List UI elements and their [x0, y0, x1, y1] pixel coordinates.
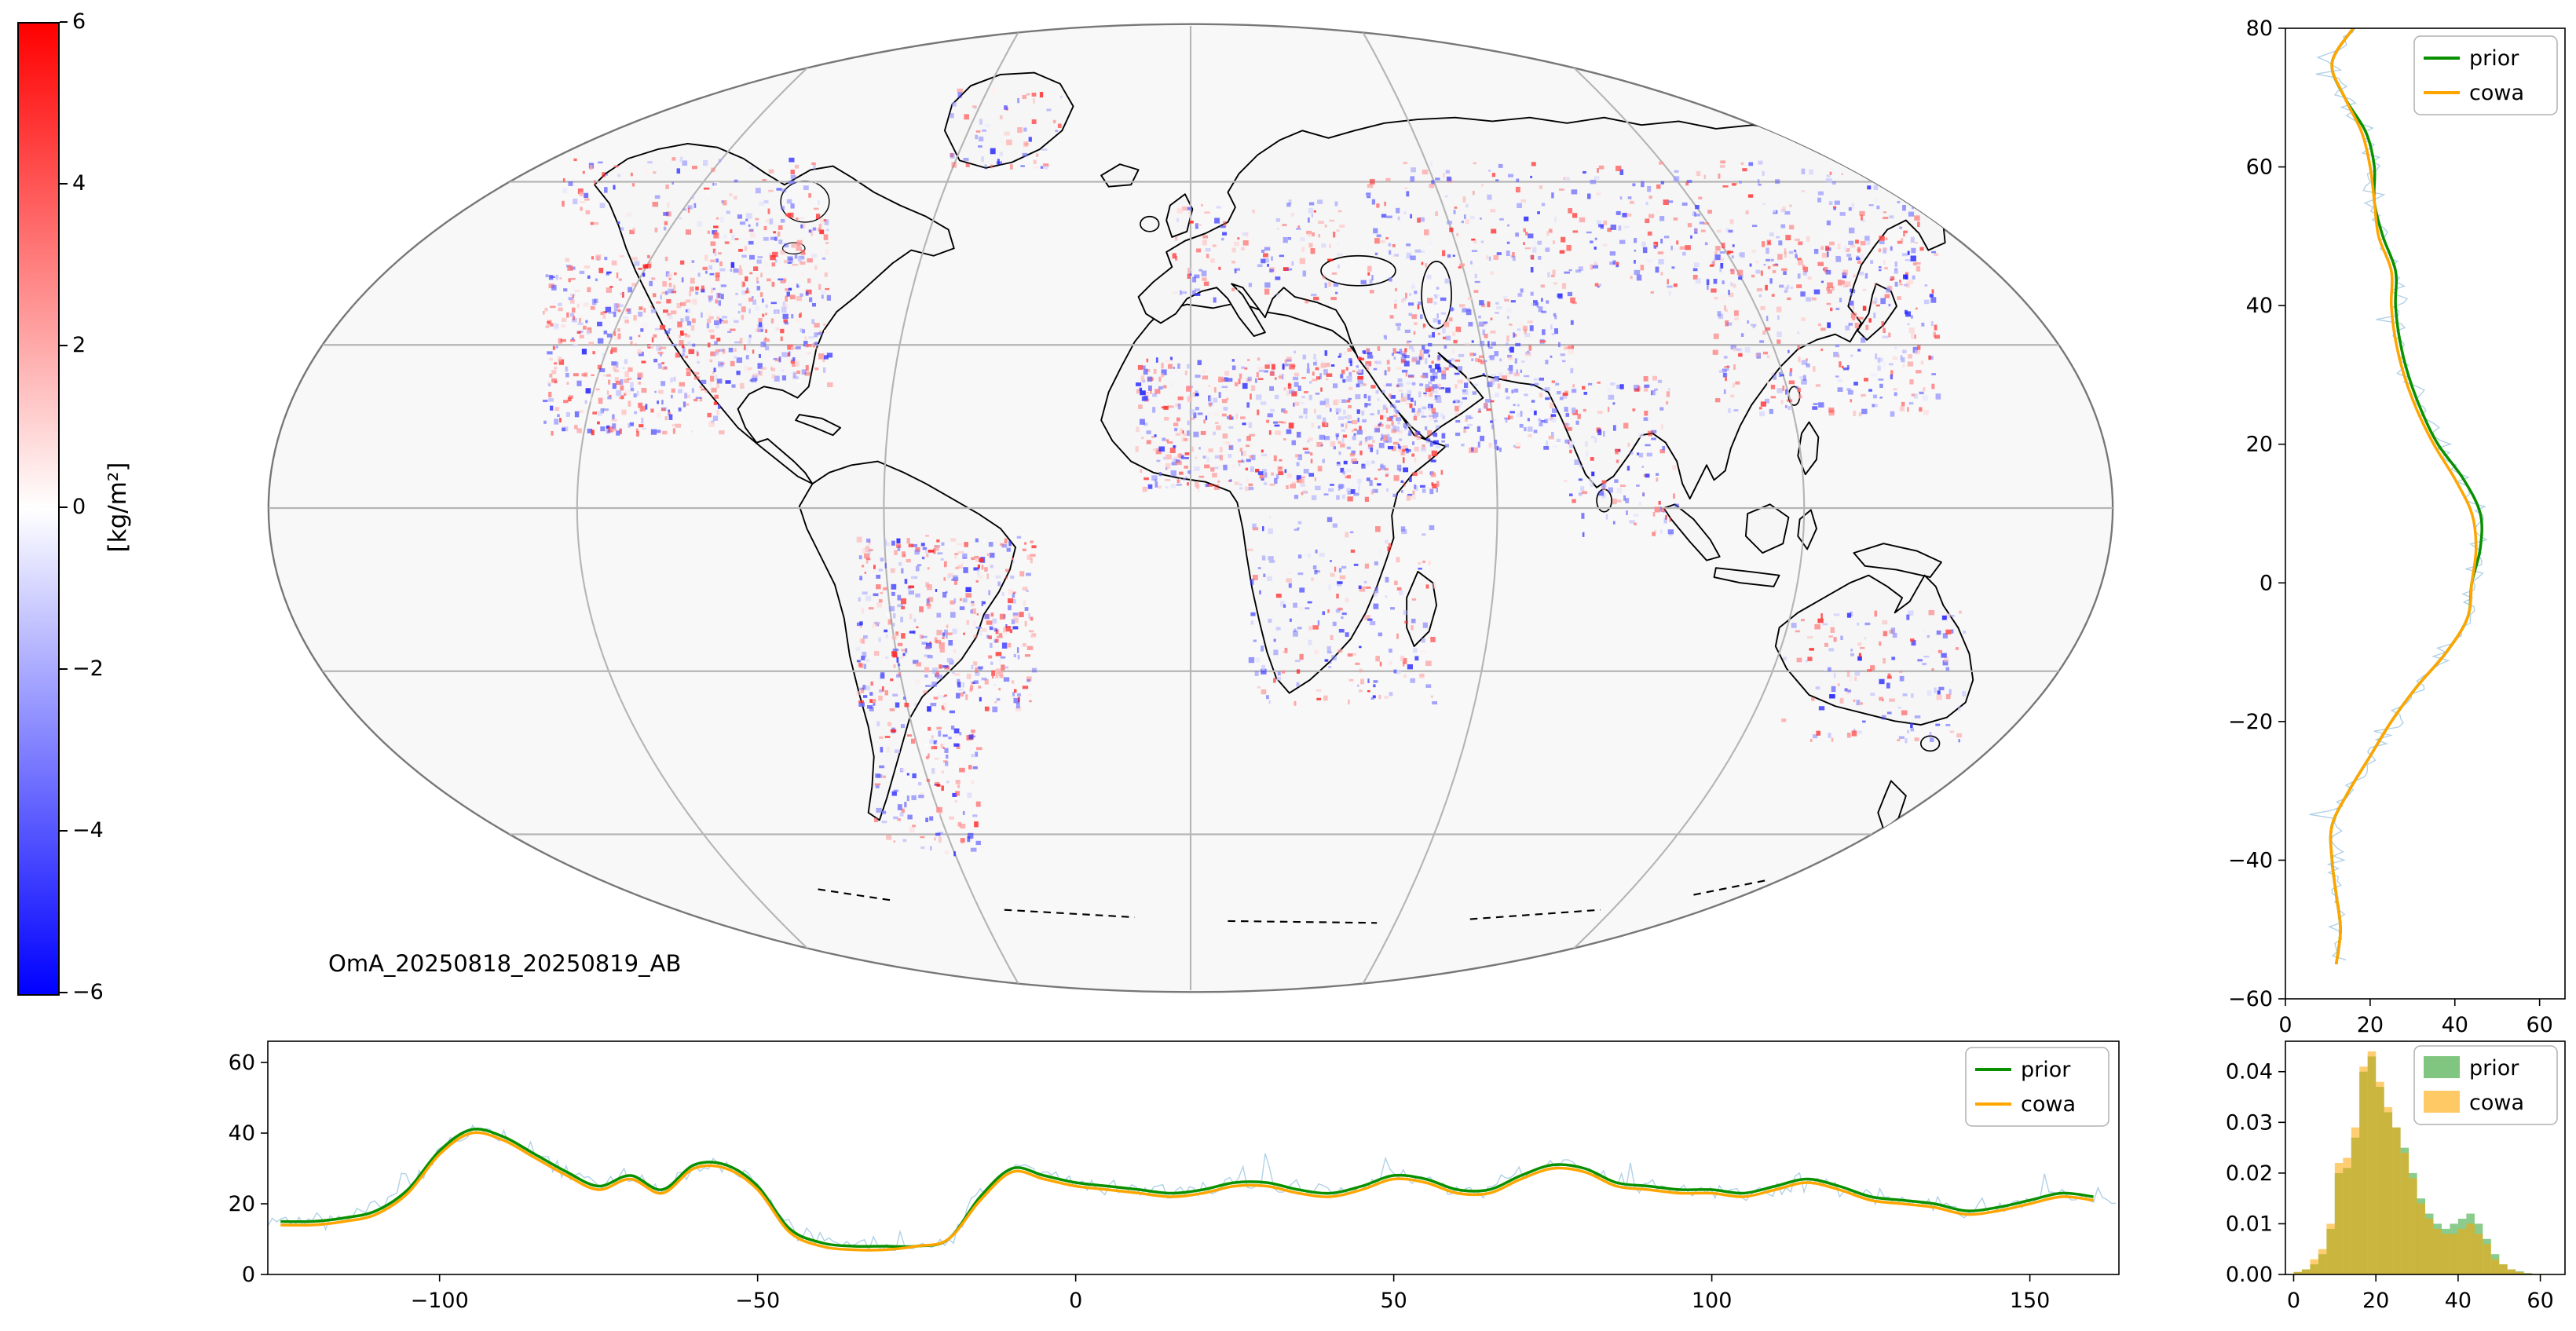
prior-line — [2329, 27, 2483, 965]
colorbar-tick-label: 4 — [72, 171, 86, 196]
svg-text:150: 150 — [2010, 1289, 2051, 1313]
map-annotation: OmA_20250818_20250819_AB — [328, 950, 682, 977]
svg-text:−40: −40 — [2228, 848, 2273, 872]
svg-text:0: 0 — [2259, 571, 2273, 595]
coastline — [1100, 302, 1447, 694]
svg-text:40: 40 — [2246, 294, 2273, 318]
svg-text:20: 20 — [2362, 1289, 2389, 1313]
histogram-chart: 0 20 40 60 0.00 0.01 0.02 0.03 0.04 prior cowa — [2215, 1030, 2576, 1329]
zonal-profile-chart: 0 20 40 60 −60 −40 −20 0 20 40 60 80 prior cowa — [2215, 16, 2576, 1037]
svg-text:0: 0 — [2287, 1289, 2300, 1313]
svg-text:prior: prior — [2469, 1056, 2519, 1081]
svg-text:0.00: 0.00 — [2226, 1263, 2273, 1287]
coastline — [1797, 421, 1820, 476]
cowa-line — [280, 1131, 2094, 1252]
svg-text:40: 40 — [2445, 1289, 2472, 1313]
world-map: OmA_20250818_20250819_AB — [259, 11, 2122, 1005]
svg-text:cowa: cowa — [2469, 81, 2524, 105]
svg-text:80: 80 — [2246, 16, 2273, 41]
cowa-line — [2329, 27, 2478, 965]
coastline — [1774, 574, 1974, 726]
black-sea — [1320, 254, 1396, 287]
prior-line — [280, 1128, 2094, 1249]
colorbar-tick-label: −2 — [72, 656, 104, 681]
legend-swatch-cowa — [2424, 1091, 2460, 1113]
svg-text:−60: −60 — [2228, 987, 2273, 1011]
colorbar-tick-label: −4 — [72, 818, 104, 843]
legend: prior cowa — [2413, 35, 2558, 115]
obs-line — [267, 1124, 2117, 1252]
svg-text:60: 60 — [2246, 155, 2273, 180]
coastline — [1137, 116, 1950, 500]
svg-text:0: 0 — [1069, 1289, 1082, 1313]
svg-text:cowa: cowa — [2469, 1091, 2524, 1115]
colorbar-label: [kg/m²] — [104, 462, 132, 553]
svg-text:100: 100 — [1692, 1289, 1733, 1313]
coastline — [1853, 543, 1942, 579]
svg-text:prior: prior — [2021, 1058, 2071, 1082]
colorbar-tick-label: −6 — [72, 980, 104, 1004]
zonal-profile-svg: 0 20 40 60 −60 −40 −20 0 20 40 60 80 prior cowa — [2228, 16, 2566, 1037]
antarctica-coast — [1469, 909, 1601, 920]
axes-frame — [2285, 1040, 2566, 1275]
antarctica-coast — [1004, 909, 1135, 919]
legend: prior cowa — [2413, 1045, 2558, 1125]
svg-text:20: 20 — [2246, 433, 2273, 457]
coastline — [1744, 503, 1790, 554]
map-svg — [267, 23, 2114, 993]
svg-text:60: 60 — [2526, 1013, 2552, 1037]
svg-text:−50: −50 — [735, 1289, 780, 1313]
colorbar-tickmark — [60, 992, 68, 993]
coastline — [798, 460, 1016, 821]
axes-frame — [2285, 27, 2566, 1000]
svg-text:−100: −100 — [411, 1289, 469, 1313]
histogram-svg: 0 20 40 60 0.00 0.01 0.02 0.03 0.04 prior cowa — [2226, 1040, 2566, 1313]
svg-text:0: 0 — [242, 1263, 255, 1287]
meridional-profile-svg: −100 −50 0 50 100 150 0 20 40 60 prior cowa — [229, 1040, 2120, 1313]
svg-text:40: 40 — [2442, 1013, 2468, 1037]
svg-text:20: 20 — [229, 1192, 255, 1216]
svg-text:0.03: 0.03 — [2226, 1110, 2273, 1135]
colorbar-tickmark — [60, 668, 68, 670]
svg-text:0.02: 0.02 — [2226, 1161, 2273, 1186]
colorbar-tick-label: 0 — [72, 495, 86, 519]
colorbar-tickmark — [60, 21, 68, 23]
svg-text:0.04: 0.04 — [2226, 1060, 2273, 1084]
legend-swatch-prior — [2424, 1056, 2460, 1078]
meridional-profile-chart: −100 −50 0 50 100 150 0 20 40 60 prior cowa — [220, 1030, 2136, 1329]
histogram-bars-cowa — [2293, 1051, 2541, 1274]
island-tasmania — [1919, 735, 1941, 752]
colorbar-tick-label: 6 — [72, 9, 86, 34]
legend: prior cowa — [1965, 1047, 2109, 1127]
colorbar-tick-label: 2 — [72, 333, 86, 357]
island-ireland — [1140, 215, 1160, 232]
svg-text:50: 50 — [1380, 1289, 1407, 1313]
svg-text:60: 60 — [2527, 1289, 2553, 1313]
coastline — [1165, 193, 1194, 238]
colorbar-tickmark — [60, 506, 68, 508]
colorbar-tickmark — [60, 345, 68, 346]
obs-line — [2309, 27, 2488, 961]
svg-text:0: 0 — [2278, 1013, 2292, 1037]
colorbar-gradient — [17, 22, 60, 996]
colorbar: 6 4 2 0 −2 −4 −6 [kg/m²] — [17, 11, 198, 1004]
svg-text:60: 60 — [229, 1051, 255, 1075]
coastline — [1713, 567, 1780, 587]
colorbar-tickmark — [60, 183, 68, 185]
axes-frame — [267, 1040, 2120, 1275]
coastline — [1663, 503, 1721, 561]
svg-text:cowa: cowa — [2021, 1092, 2076, 1117]
antarctica-coast — [1228, 920, 1378, 924]
svg-text:−20: −20 — [2228, 710, 2273, 734]
svg-text:prior: prior — [2469, 46, 2519, 71]
svg-text:0.01: 0.01 — [2226, 1212, 2273, 1236]
coastline — [795, 414, 842, 437]
oma-field — [543, 88, 1967, 857]
colorbar-tickmark — [60, 830, 68, 832]
svg-text:40: 40 — [229, 1121, 255, 1146]
svg-text:20: 20 — [2357, 1013, 2384, 1037]
